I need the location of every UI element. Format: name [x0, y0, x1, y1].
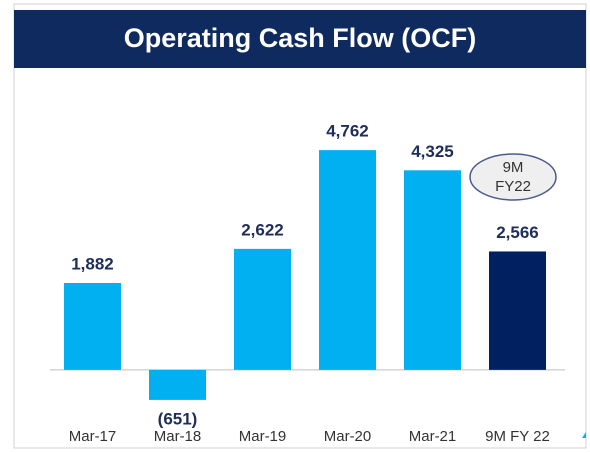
x-tick-label: 9M FY 22: [485, 428, 550, 445]
bar: [319, 150, 376, 370]
x-tick-label: Mar-20: [324, 428, 372, 445]
title-banner: [14, 10, 586, 68]
value-label: 4,325: [411, 142, 454, 161]
chart-title: Operating Cash Flow (OCF): [124, 23, 477, 53]
bar: [404, 170, 461, 370]
value-label: 4,762: [326, 122, 369, 141]
x-tick-label: Mar-17: [69, 428, 117, 445]
x-tick-label: Mar-18: [154, 428, 202, 445]
annotation-bubble: [469, 153, 557, 201]
value-label: 2,566: [496, 223, 539, 242]
bar: [234, 248, 291, 370]
frame: [13, 3, 587, 449]
annotation: FY22: [495, 178, 531, 195]
value-label: 1,882: [71, 255, 114, 274]
annotation: 9M: [503, 159, 524, 176]
bar: [64, 283, 121, 370]
bar: [489, 251, 546, 370]
value-label: 2,622: [241, 220, 284, 239]
corner-mark: [582, 432, 586, 438]
x-tick-label: Mar-19: [239, 428, 287, 445]
x-tick-label: Mar-21: [409, 428, 457, 445]
value-label: (651): [158, 409, 198, 428]
bar: [149, 369, 206, 400]
